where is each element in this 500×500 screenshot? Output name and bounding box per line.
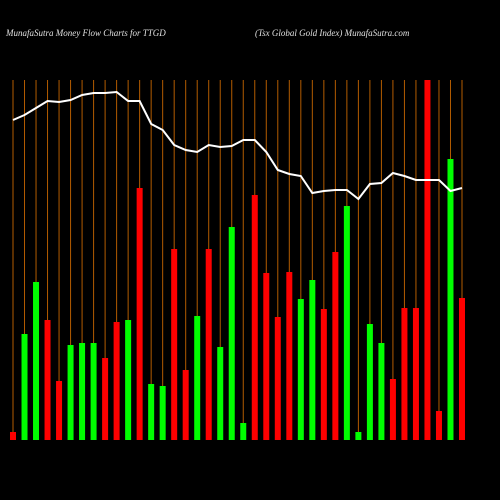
bar [378, 343, 385, 440]
bar [320, 309, 327, 440]
bar [79, 343, 86, 440]
bar [90, 343, 97, 440]
bar [389, 379, 396, 440]
bar [412, 308, 419, 440]
bar [366, 324, 373, 440]
bar [56, 381, 63, 440]
bar [263, 273, 270, 440]
price-line [12, 90, 463, 201]
bar [447, 159, 454, 440]
bar [113, 322, 120, 440]
bar [21, 334, 28, 440]
bar [240, 423, 247, 440]
bar [67, 345, 74, 440]
bar [136, 188, 143, 440]
bar [459, 298, 465, 440]
bar [401, 308, 408, 440]
bar [355, 432, 362, 440]
bar [332, 252, 339, 440]
bar [217, 347, 224, 440]
bar [205, 249, 212, 440]
chart-subtitle: (Tsx Global Gold Index) MunafaSutra.com [255, 28, 410, 38]
bar [10, 432, 16, 440]
bar [102, 358, 109, 440]
bar [125, 320, 132, 440]
bar [274, 317, 281, 440]
chart-title: MunafaSutra Money Flow Charts for TTGD [5, 28, 166, 38]
bar [309, 280, 316, 440]
bar [159, 386, 166, 440]
bar [182, 370, 189, 440]
bar [297, 299, 304, 440]
bar [424, 80, 431, 440]
bar [44, 320, 51, 440]
bar [148, 384, 155, 440]
bar [251, 195, 258, 440]
bar [228, 227, 235, 440]
bar [435, 411, 442, 440]
bar [33, 282, 40, 440]
bar [171, 249, 178, 440]
bar [343, 206, 350, 440]
bar [286, 272, 293, 440]
bar [194, 316, 201, 440]
